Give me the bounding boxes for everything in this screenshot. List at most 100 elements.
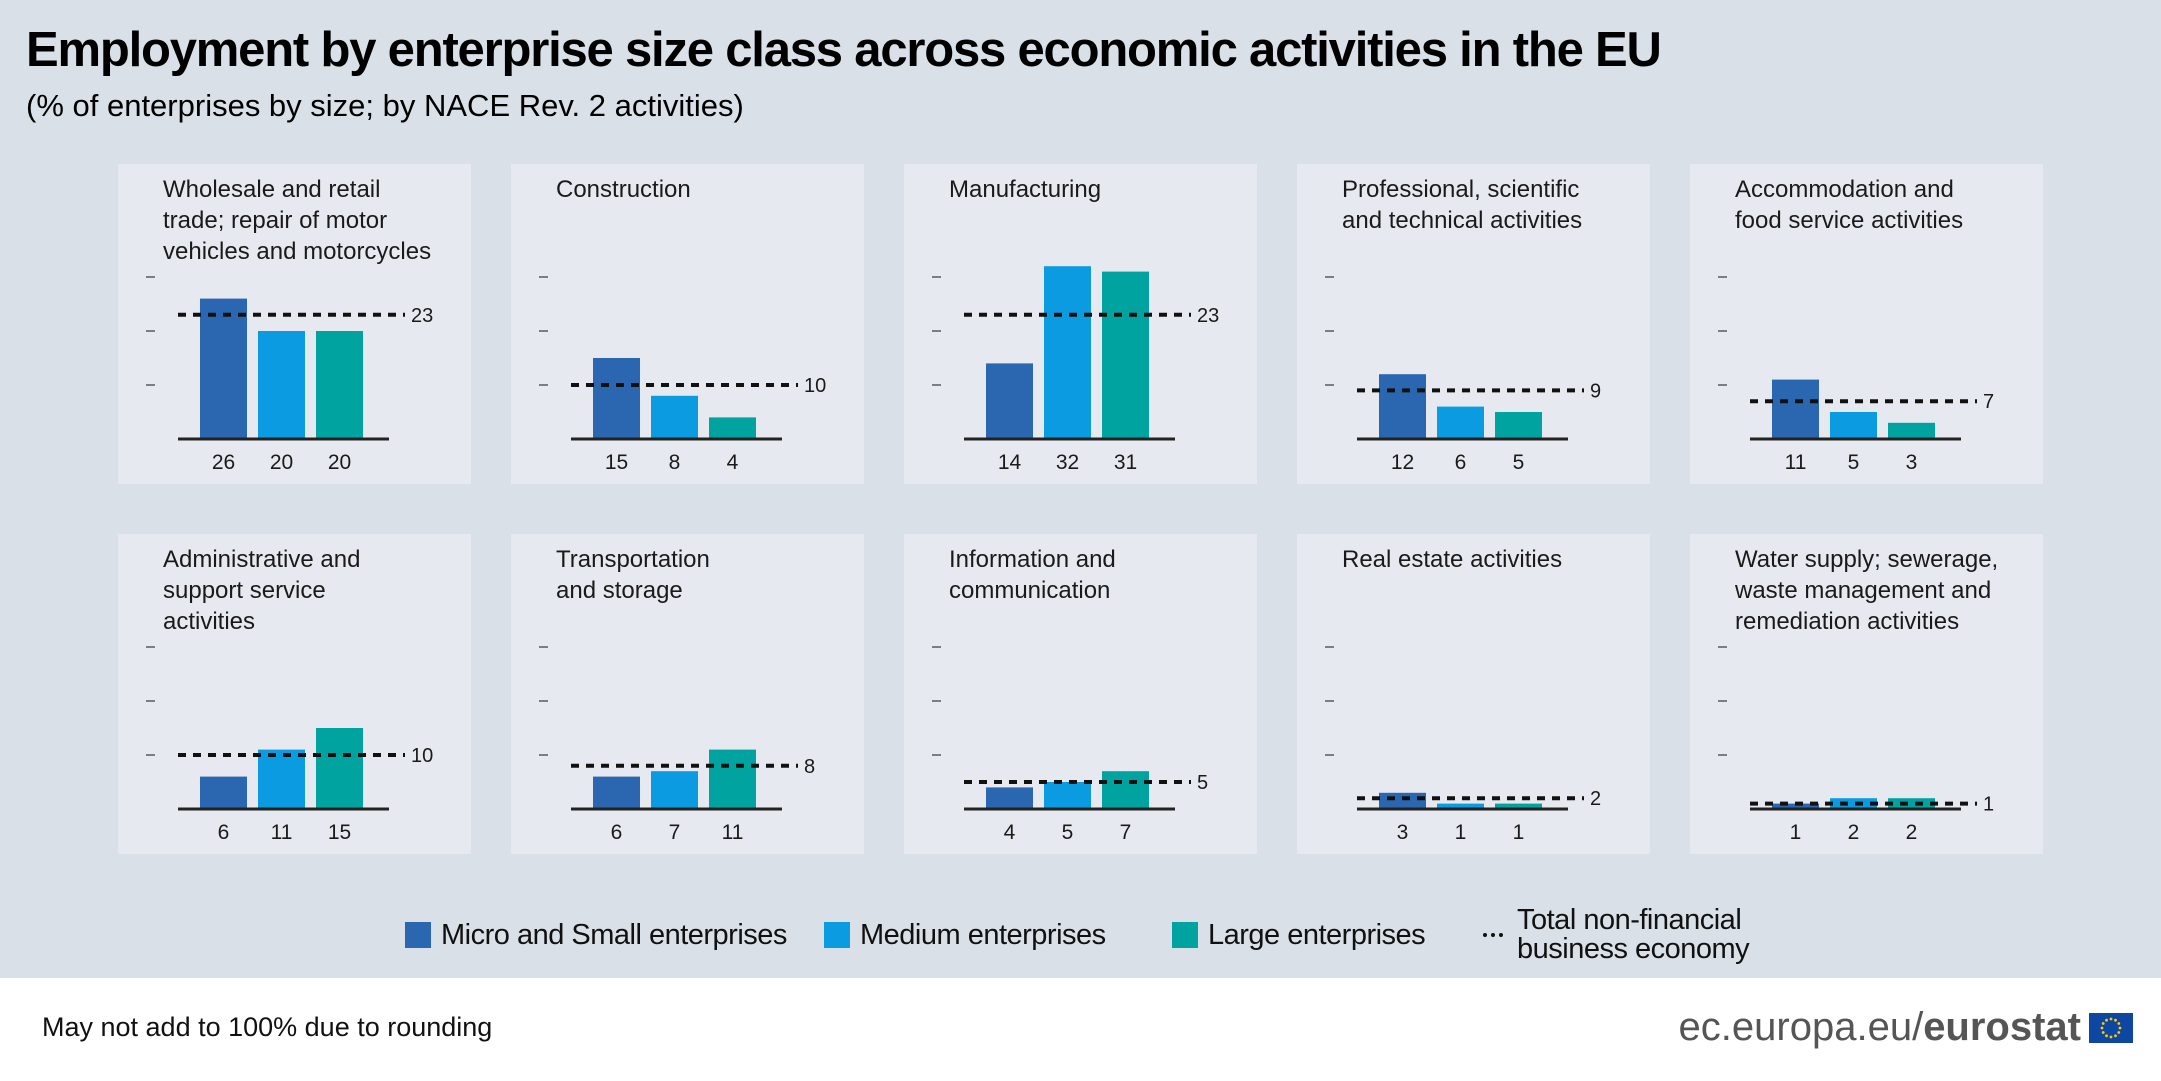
panel-title: Wholesale and retail trade; repair of mot… [163, 176, 431, 265]
bar-value-label: 14 [998, 451, 1022, 474]
panel-background [1297, 534, 1650, 854]
panel-title-line: Transportation [556, 546, 710, 573]
bar-value-label: 15 [605, 451, 628, 474]
total-average-label: 7 [1983, 391, 1994, 413]
panel-title-line: food service activities [1735, 207, 1963, 234]
bar-value-label: 2 [1906, 821, 1918, 844]
total-average-label: 2 [1590, 788, 1601, 810]
bar-value-label: 5 [1848, 451, 1860, 474]
bar-value-label: 1 [1455, 821, 1467, 844]
bar-value-label: 2 [1848, 821, 1860, 844]
bar-value-label: 20 [270, 451, 293, 474]
panel-title-line: Accommodation and [1735, 176, 1954, 203]
bar-medium [258, 331, 305, 439]
bar-micro-small [1379, 792, 1426, 809]
bar-value-label: 3 [1906, 451, 1918, 474]
panel-title-line: Water supply; sewerage, [1735, 546, 1998, 573]
bar-large [709, 417, 756, 439]
panel-title-line: remediation activities [1735, 608, 1959, 635]
chart-subtitle: (% of enterprises by size; by NACE Rev. … [26, 88, 744, 123]
bar-micro-small [1379, 374, 1426, 439]
bar-value-label: 8 [669, 451, 681, 474]
bar-value-label: 4 [1004, 821, 1016, 844]
bar-large [1888, 422, 1935, 439]
bar-value-label: 6 [218, 821, 230, 844]
bar-medium [1044, 266, 1091, 439]
bar-value-label: 26 [212, 451, 235, 474]
panel-title-line: and technical activities [1342, 207, 1582, 234]
panel-title-line: Wholesale and retail [163, 176, 380, 203]
eu-flag-star [2101, 1021, 2105, 1025]
legend: Micro and Small enterprises Medium enter… [405, 905, 1765, 965]
eu-flag-star [2117, 1030, 2121, 1034]
panel-title: Administrative and support service activit… [163, 546, 360, 635]
bar-medium [1830, 412, 1877, 439]
panel-title: Professional, scientific and technical ac… [1342, 176, 1582, 234]
total-average-label: 10 [411, 745, 433, 767]
chart-title: Employment by enterprise size class acro… [26, 23, 1662, 77]
bar-medium [1830, 798, 1877, 809]
eu-flag-star [2114, 1033, 2117, 1037]
bar-micro-small [200, 776, 247, 809]
total-average-label: 1 [1983, 794, 1994, 816]
panel-title: Water supply; sewerage, waste management … [1734, 546, 1998, 635]
legend-item-micro-small: Micro and Small enterprises [405, 905, 787, 965]
eu-flag-star [2100, 1026, 2104, 1029]
legend-label-large: Large enterprises [1208, 918, 1426, 951]
panel-title-line: Information and [949, 546, 1116, 573]
legend-label-micro-small: Micro and Small enterprises [441, 918, 787, 951]
bar-medium [258, 749, 305, 809]
legend-swatch-large [1172, 922, 1198, 948]
total-average-label: 23 [1197, 305, 1219, 327]
bar-large [1495, 803, 1542, 809]
total-average-label: 8 [804, 756, 815, 778]
legend-swatch-total [1483, 933, 1503, 937]
legend-label-total-line1: Total non-financial [1517, 904, 1742, 936]
panel-title-line: Manufacturing [949, 176, 1101, 203]
bar-large [316, 728, 363, 809]
legend-swatch-micro-small [405, 922, 431, 948]
bar-value-label: 31 [1114, 451, 1137, 474]
bar-medium [1437, 406, 1484, 439]
bar-value-label: 1 [1513, 821, 1525, 844]
panel-title: Transportation and storage [556, 546, 710, 604]
bar-medium [651, 771, 698, 809]
panel-title-line: activities [163, 608, 255, 635]
legend-swatch-medium [824, 922, 850, 948]
legend-label-medium: Medium enterprises [860, 918, 1106, 951]
panel-title-line: trade; repair of motor [163, 207, 387, 234]
eu-flag-star [2117, 1021, 2121, 1025]
bar-value-label: 7 [669, 821, 681, 844]
panel-title: Manufacturing [949, 176, 1101, 203]
bar-value-label: 6 [611, 821, 623, 844]
footnote: May not add to 100% due to rounding [42, 1012, 493, 1042]
bar-micro-small [1772, 803, 1819, 809]
eu-flag-star [2105, 1033, 2108, 1037]
legend-item-large: Large enterprises [1172, 905, 1426, 965]
bar-large [1102, 771, 1149, 809]
panel-title-line: Construction [556, 176, 691, 203]
eu-flag-star [2101, 1030, 2105, 1034]
bar-value-label: 1 [1790, 821, 1802, 844]
bar-value-label: 3 [1397, 821, 1409, 844]
panel-title-line: Administrative and [163, 546, 360, 573]
panel-title-line: Professional, scientific [1342, 176, 1579, 203]
bar-value-label: 6 [1455, 451, 1467, 474]
bar-value-label: 4 [727, 451, 739, 474]
total-average-label: 10 [804, 375, 826, 397]
bar-micro-small [1772, 379, 1819, 439]
legend-label-total: Total non-financial business economy [1517, 904, 1750, 965]
eu-flag-star [2118, 1026, 2122, 1029]
panel-title: Accommodation and food service activities [1735, 176, 1963, 234]
total-average-label: 5 [1197, 772, 1208, 794]
bar-large [1102, 271, 1149, 439]
bar-medium [651, 395, 698, 439]
bar-micro-small [593, 776, 640, 809]
bar-large [1495, 412, 1542, 439]
legend-label-total-line2: business economy [1517, 933, 1750, 965]
eu-flag-star [2109, 1035, 2113, 1038]
eu-flag-icon [2089, 1012, 2133, 1043]
panel-title: Information and communication [949, 546, 1116, 604]
bar-value-label: 32 [1056, 451, 1079, 474]
